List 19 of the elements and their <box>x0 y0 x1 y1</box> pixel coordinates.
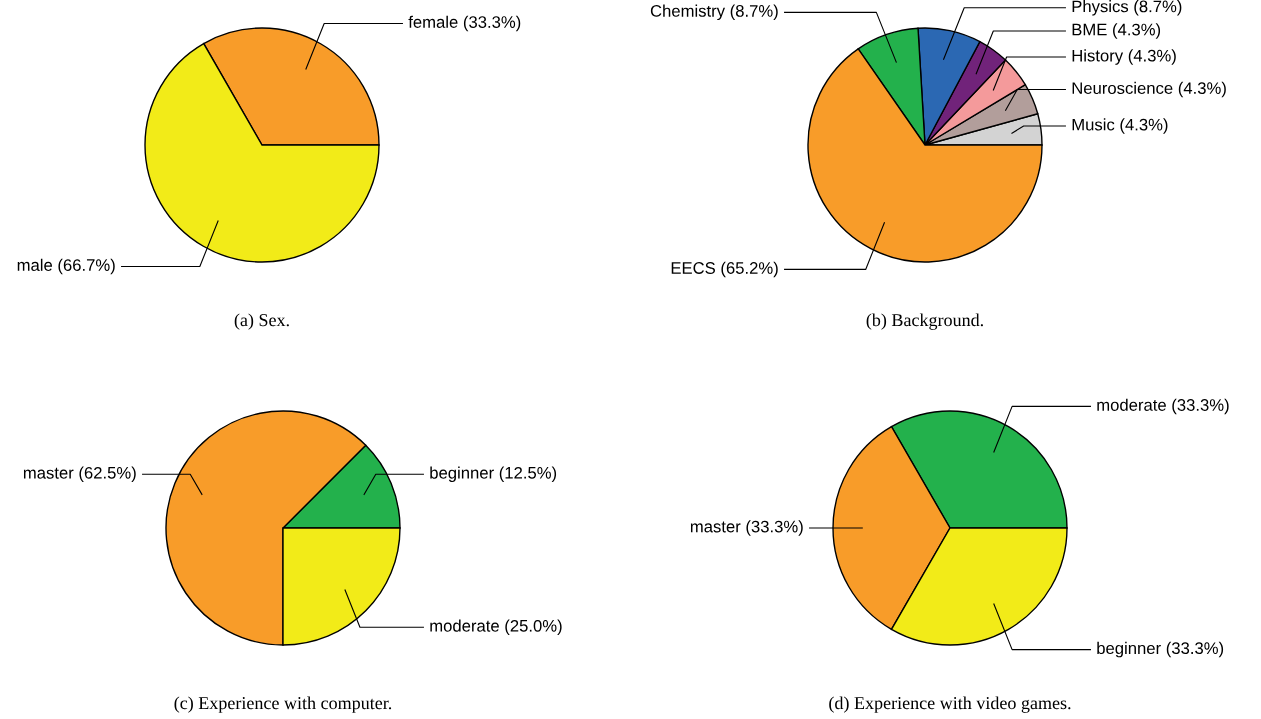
slice-label: master (33.3%) <box>690 520 803 536</box>
slice-label: BME (4.3%) <box>1072 23 1161 39</box>
slice-label: History (4.3%) <box>1072 49 1176 65</box>
slice-label: master (62.5%) <box>23 466 136 483</box>
slice-label: female (33.3%) <box>408 15 521 32</box>
slice-label: male (66.7%) <box>17 258 115 275</box>
slice-label: moderate (33.3%) <box>1097 398 1229 415</box>
slice-label: Physics (8.7%) <box>1072 0 1182 16</box>
text: (c) Experience with computer. <box>174 696 392 713</box>
slice-label: EECS (65.2%) <box>671 261 778 278</box>
slice-label: moderate (25.0%) <box>430 619 562 636</box>
slice-label: Chemistry (8.7%) <box>650 4 778 21</box>
text: (d) Experience with video games. <box>829 696 1071 713</box>
text: (a) Sex. <box>234 313 289 330</box>
slice-label: beginner (33.3%) <box>1097 641 1224 658</box>
slice-label: Neuroscience (4.3%) <box>1072 81 1226 98</box>
text: (b) Background. <box>866 313 983 330</box>
slice-label: Music (4.3%) <box>1072 118 1168 134</box>
slice-label: beginner (12.5%) <box>430 466 557 483</box>
